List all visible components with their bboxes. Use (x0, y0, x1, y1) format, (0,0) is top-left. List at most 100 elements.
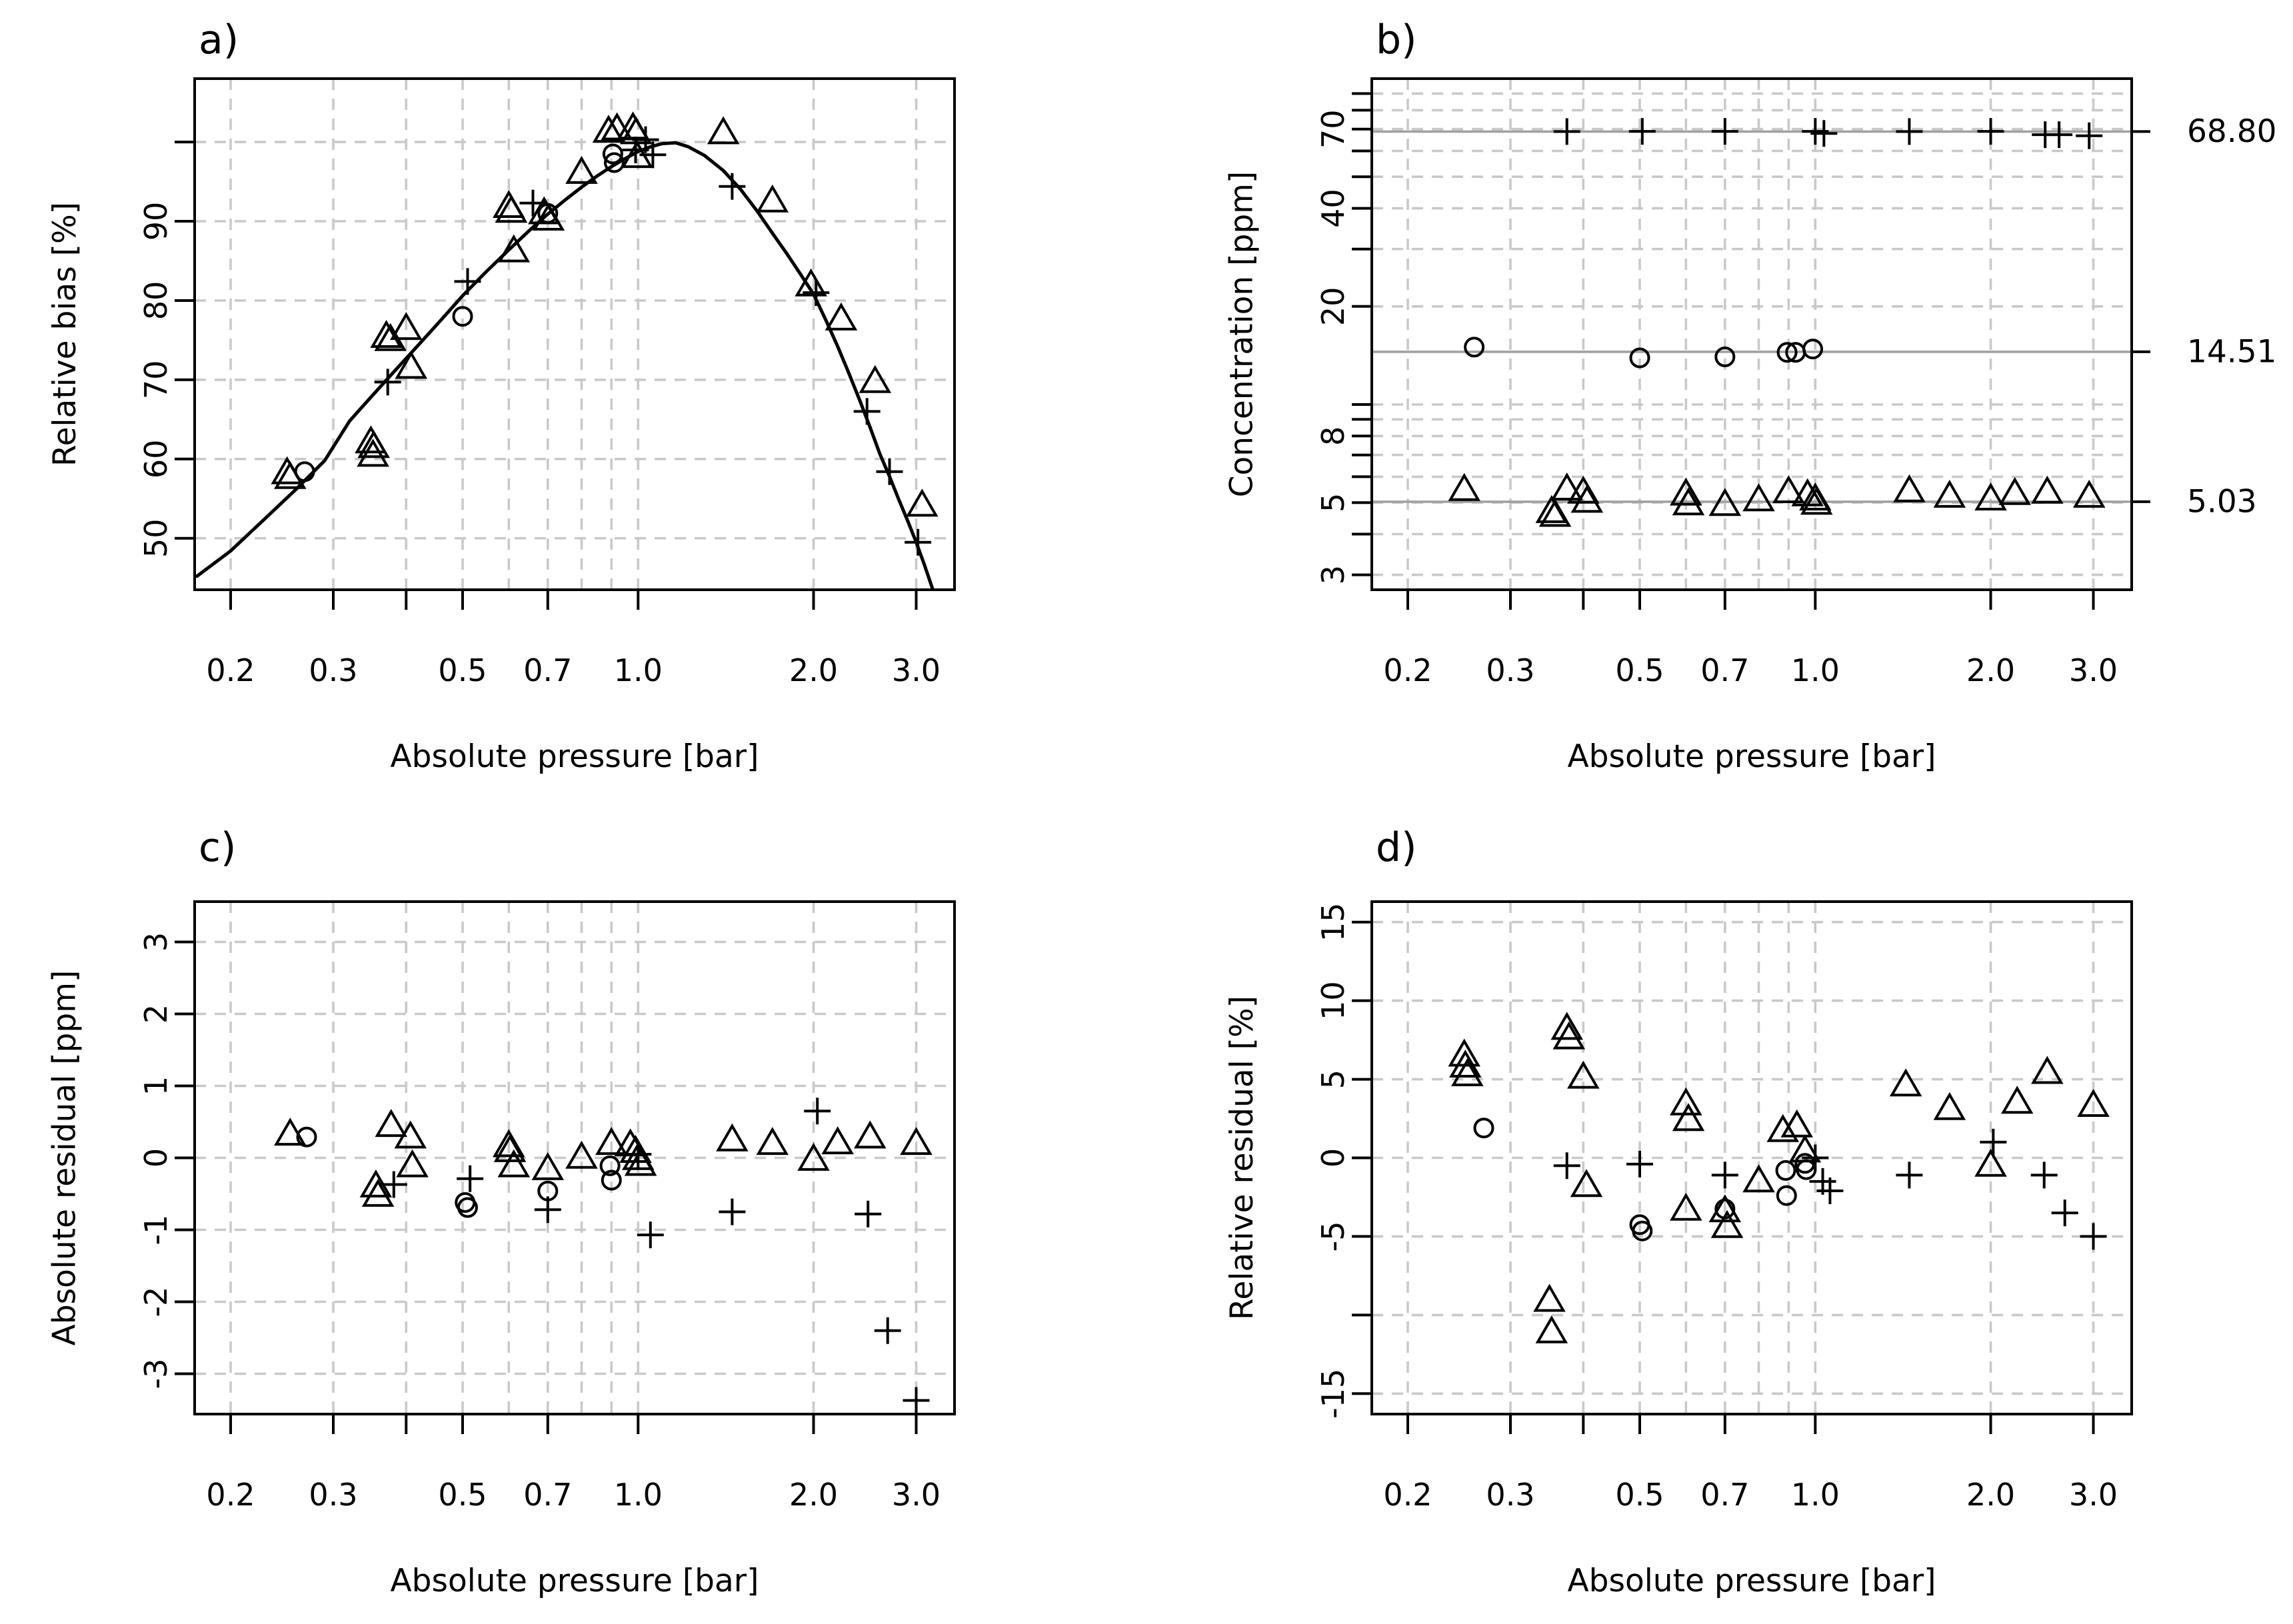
y-tick-label: 0 (1315, 1148, 1351, 1168)
y-tick-label: 70 (1315, 109, 1351, 149)
circle-marker (1714, 1198, 1736, 1219)
triangle-marker (716, 1123, 749, 1152)
y-tick-label: 50 (138, 518, 174, 558)
triangle-marker (390, 312, 423, 341)
y-tick-label: 3 (1315, 565, 1351, 584)
plus-marker (905, 528, 932, 556)
plus-marker (719, 173, 746, 200)
triangle-marker (1672, 487, 1705, 516)
y-tick-label: 10 (1315, 981, 1351, 1020)
triangle-marker (859, 365, 892, 393)
y-tick-label: 80 (138, 281, 174, 321)
x-tick-label: 0.5 (438, 1477, 487, 1513)
triangle-marker (1780, 1109, 1813, 1138)
plus-marker (1980, 1128, 2007, 1156)
plus-marker (1977, 118, 2004, 145)
triangle-marker (375, 1109, 408, 1138)
circle-marker (457, 1197, 478, 1218)
y-tick-label: 15 (1315, 902, 1351, 942)
triangle-marker (1670, 1192, 1702, 1221)
x-tick-label: 3.0 (2069, 652, 2118, 688)
x-tick-label: 0.2 (1383, 1477, 1432, 1513)
x-tick-label: 3.0 (892, 652, 941, 688)
triangle-marker (2072, 479, 2106, 508)
plus-marker (2051, 1200, 2078, 1227)
y-axis: -3 -2 -1 0 1 2 3 (138, 932, 195, 1389)
triangle-marker (1670, 477, 1702, 506)
triangle-marker (825, 302, 858, 331)
x-tick-label: 0.3 (309, 652, 357, 688)
triangle-marker (1708, 1194, 1742, 1223)
plus-marker (2080, 1223, 2107, 1250)
x-tick-label: 0.2 (1383, 652, 1432, 688)
x-tick-label: 0.5 (438, 652, 487, 688)
plus-marker (454, 268, 481, 295)
plus-marker (855, 1200, 882, 1227)
y-tick-label: 2 (138, 1004, 174, 1024)
y-axis: 3 5 8 20 40 70 (1315, 92, 1372, 584)
triangle-marker (1742, 1164, 1775, 1193)
y-tick-label: 70 (138, 361, 174, 400)
triangle-marker (396, 1149, 429, 1178)
y-tick-label: 5 (1315, 493, 1351, 512)
triangle-marker (1552, 1021, 1586, 1050)
circle-marker (1776, 1185, 1797, 1206)
plus-marker (1553, 118, 1580, 145)
plus-marker (2046, 121, 2073, 149)
x-tick-label: 1.0 (614, 1477, 663, 1513)
plus-marker (625, 1141, 652, 1168)
triangle-marker (1710, 1210, 1744, 1238)
triangle-marker (595, 1127, 628, 1156)
gridlines (1372, 79, 2132, 590)
reference-lines: 68.80 14.51 5.03 (1372, 113, 2277, 520)
triangle-marker (1533, 1283, 1566, 1312)
triangle-marker (1449, 1050, 1482, 1078)
x-tick-label: 0.3 (1486, 1477, 1534, 1513)
triangle-marker (1535, 1315, 1568, 1343)
gridlines (195, 79, 955, 590)
plus-marker (1628, 118, 1656, 145)
plus-marker (1816, 1178, 1844, 1204)
data-series (1448, 1012, 2110, 1343)
triangle-marker (2031, 475, 2064, 504)
x-tick-label: 0.3 (1486, 652, 1534, 688)
x-axis: 0.2 0.3 0.5 0.7 1.0 2.0 3.0 (206, 1414, 941, 1513)
plus-marker (2076, 122, 2103, 149)
x-tick-label: 1.0 (614, 652, 663, 688)
y-tick-label: 60 (138, 440, 174, 479)
panel-a-plot: 0.2 0.3 0.5 0.7 1.0 2.0 3.0 50 60 70 80 90 (138, 77, 956, 688)
plus-marker (380, 1171, 407, 1198)
triangle-marker (1538, 498, 1572, 527)
triangle-marker (601, 112, 633, 141)
plus-marker (1810, 120, 1838, 147)
x-tick-label: 2.0 (1966, 652, 2015, 688)
triangle-marker (274, 1118, 307, 1146)
triangle-marker (1974, 482, 2007, 510)
triangle-marker (1772, 475, 1805, 503)
triangle-marker (1742, 483, 1775, 512)
triangle-marker (565, 155, 598, 184)
plot-box (193, 77, 956, 591)
triangle-marker (900, 1127, 933, 1156)
panel-b-title: b) (1376, 17, 1417, 63)
plus-marker (632, 126, 659, 153)
x-tick-label: 0.2 (206, 652, 255, 688)
y-tick-label: 8 (1315, 426, 1351, 446)
panel-d-plot: 0.2 0.3 0.5 0.7 1.0 2.0 3.0 -15 -5 0 5 10 15 (1315, 900, 2133, 1513)
circle-marker (452, 306, 473, 327)
triangle-marker (357, 438, 389, 467)
right-axis-label: 5.03 (2187, 483, 2257, 520)
plus-marker (1896, 118, 1923, 145)
plus-marker (1553, 1152, 1580, 1180)
x-tick-label: 2.0 (1966, 1477, 2015, 1513)
y-tick-label: 1 (138, 1076, 174, 1096)
x-tick-label: 0.7 (1700, 1477, 1749, 1513)
triangle-marker (1933, 1092, 1966, 1120)
triangle-marker (906, 488, 939, 517)
x-tick-label: 0.5 (1615, 1477, 1664, 1513)
triangle-marker (565, 1140, 598, 1169)
x-tick-label: 0.7 (523, 1477, 572, 1513)
triangle-marker (1766, 1114, 1799, 1142)
triangle-marker (497, 1149, 531, 1178)
